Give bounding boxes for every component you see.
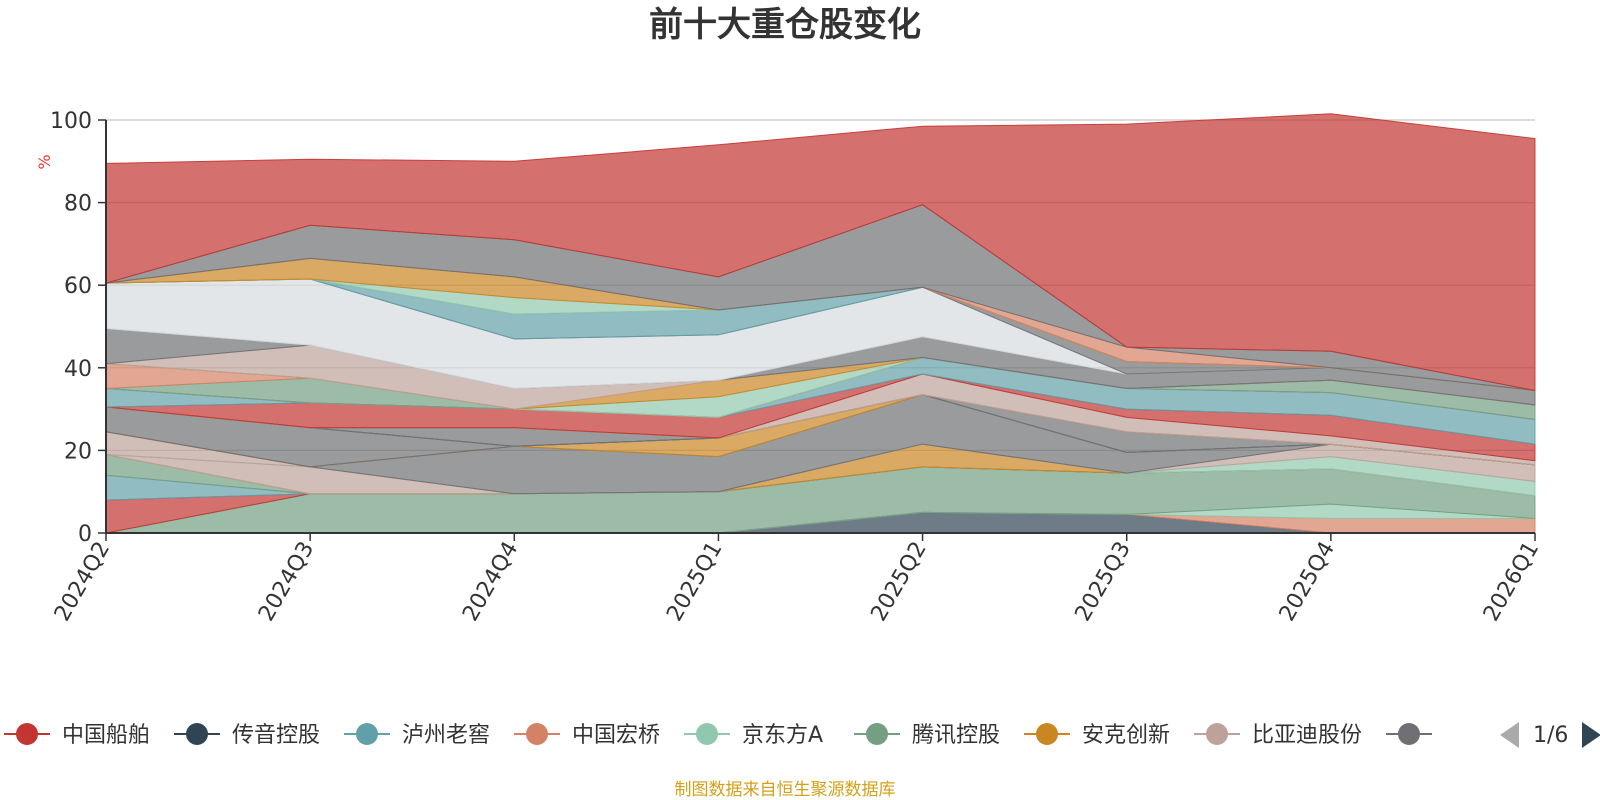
source-note: 制图数据来自恒生聚源数据库 <box>675 780 896 800</box>
x-tick-label: 2025Q1 <box>662 538 727 626</box>
area-series <box>105 113 1536 534</box>
legend-marker <box>1398 723 1420 745</box>
area-series-38 <box>105 113 1536 392</box>
y-tick-label: 80 <box>64 192 92 217</box>
y-tick-label: 0 <box>78 522 92 547</box>
legend-label: 比亚迪股份 <box>1252 723 1362 748</box>
legend-item-3[interactable]: 中国宏桥 <box>514 723 660 748</box>
legend-page-indicator: 1/6 <box>1533 723 1568 748</box>
y-tick-label: 60 <box>64 274 92 299</box>
y-tick-label: 40 <box>64 357 92 382</box>
legend: 中国船舶 传音控股 泸州老窖 中国宏桥 京东方A 腾讯控股 安克创新 比亚迪股份 1/6 <box>4 722 1600 748</box>
legend-marker <box>526 723 548 745</box>
legend-label: 中国宏桥 <box>572 723 660 748</box>
y-tick-label: 20 <box>64 439 92 464</box>
chart-title: 前十大重仓股变化 <box>649 5 921 45</box>
legend-marker <box>186 723 208 745</box>
legend-item-4[interactable]: 京东方A <box>684 723 823 748</box>
legend-prev-page-icon[interactable] <box>1500 722 1519 748</box>
legend-label: 安克创新 <box>1082 723 1170 748</box>
legend-marker <box>1206 723 1228 745</box>
legend-item-8[interactable] <box>1386 723 1432 745</box>
legend-marker <box>16 723 38 745</box>
legend-item-5[interactable]: 腾讯控股 <box>854 723 1000 748</box>
y-tick-label: 100 <box>50 109 92 134</box>
legend-item-2[interactable]: 泸州老窖 <box>344 723 490 748</box>
legend-marker <box>866 723 888 745</box>
x-tick-label: 2025Q3 <box>1071 538 1136 626</box>
legend-marker <box>696 723 718 745</box>
legend-marker <box>356 723 378 745</box>
legend-item-6[interactable]: 安克创新 <box>1024 723 1170 748</box>
x-tick-label: 2025Q2 <box>866 538 931 626</box>
legend-next-page-icon[interactable] <box>1582 722 1600 748</box>
legend-label: 京东方A <box>742 723 823 748</box>
x-tick-label: 2024Q4 <box>458 538 523 626</box>
x-tick-label: 2026Q1 <box>1479 538 1544 626</box>
legend-item-7[interactable]: 比亚迪股份 <box>1194 723 1362 748</box>
legend-label: 腾讯控股 <box>912 723 1000 748</box>
legend-label: 传音控股 <box>232 723 320 748</box>
legend-marker <box>1036 723 1058 745</box>
x-tick-label: 2025Q4 <box>1275 538 1340 626</box>
x-tick-label: 2024Q2 <box>50 538 115 626</box>
y-axis-label: % <box>35 154 54 169</box>
legend-item-1[interactable]: 传音控股 <box>174 723 320 748</box>
x-tick-label: 2024Q3 <box>254 538 319 626</box>
legend-label: 中国船舶 <box>62 723 150 748</box>
legend-item-0[interactable]: 中国船舶 <box>4 723 150 748</box>
legend-label: 泸州老窖 <box>402 723 490 748</box>
